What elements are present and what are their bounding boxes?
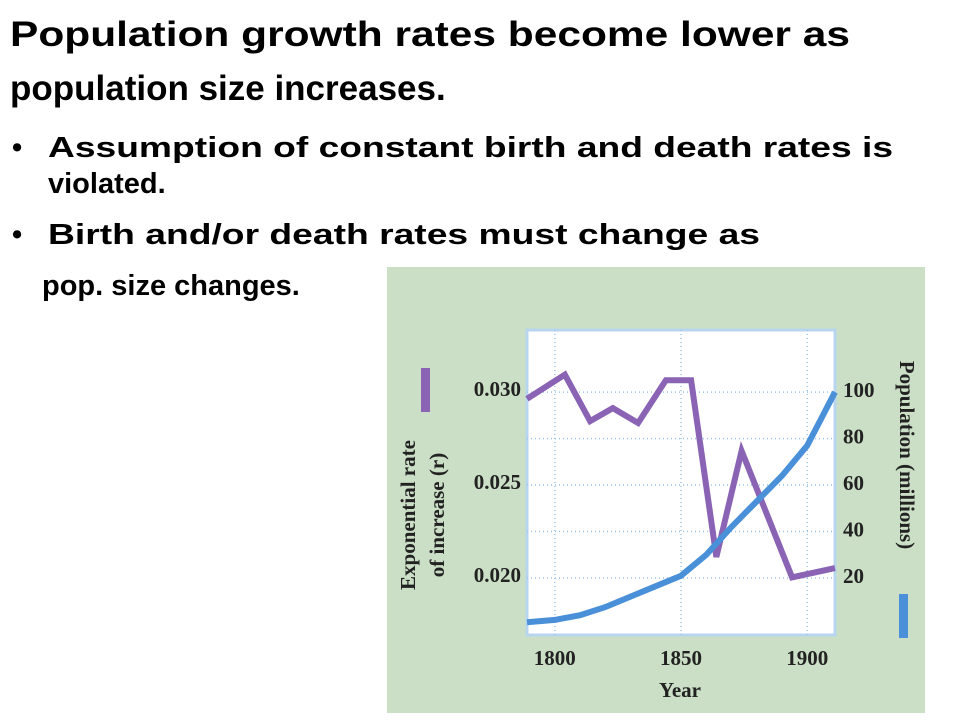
y-tick-label: 0.030 — [474, 377, 521, 401]
y2-tick-label: 40 — [843, 517, 864, 541]
x-tick-label: 1900 — [786, 646, 828, 670]
y-axis-label: Exponential rate — [396, 440, 420, 590]
x-axis-label: Year — [659, 678, 701, 702]
y2-tick-label: 60 — [843, 471, 864, 495]
bullet-marker: • — [12, 219, 22, 251]
legend-swatch — [899, 594, 908, 638]
y-tick-label: 0.020 — [474, 563, 521, 587]
bullet-text: violated. — [48, 168, 166, 200]
data-line — [526, 390, 838, 626]
bullet-text: pop. size changes. — [42, 270, 300, 302]
y2-tick-label: 20 — [843, 564, 864, 588]
y2-tick-label: 80 — [843, 424, 864, 448]
y-axis-label: of increase (r) — [425, 453, 449, 577]
y2-tick-label: 100 — [843, 378, 875, 402]
x-tick-label: 1800 — [534, 646, 576, 670]
bullet-marker: • — [12, 132, 22, 164]
x-tick-label: 1850 — [660, 646, 702, 670]
title-line: Population growth rates become lower as — [10, 15, 850, 54]
bullet-text: Assumption of constant birth and death r… — [48, 132, 893, 164]
title-line: population size increases. — [10, 69, 446, 108]
legend-swatch — [421, 368, 430, 412]
bullet-text: Birth and/or death rates must change as — [48, 219, 760, 251]
data-line — [525, 370, 836, 581]
y2-axis-label: Population (millions) — [895, 361, 919, 549]
y-tick-label: 0.025 — [474, 470, 521, 494]
